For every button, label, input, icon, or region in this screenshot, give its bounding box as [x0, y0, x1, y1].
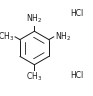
Text: HCl: HCl [71, 9, 84, 18]
Text: NH$_2$: NH$_2$ [55, 31, 71, 43]
Text: NH$_2$: NH$_2$ [26, 13, 43, 25]
Text: HCl: HCl [71, 71, 84, 80]
Text: CH$_3$: CH$_3$ [26, 71, 43, 83]
Text: CH$_3$: CH$_3$ [0, 31, 15, 43]
